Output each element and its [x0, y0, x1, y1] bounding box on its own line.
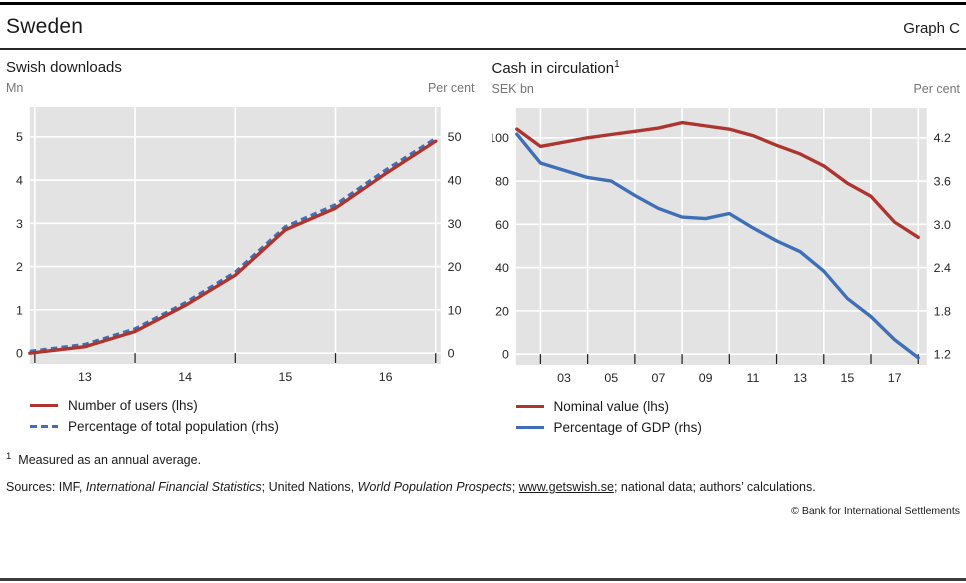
svg-text:15: 15: [279, 370, 293, 384]
legend-line-swatch: [30, 424, 58, 428]
left-axis-unit: SEK bn: [491, 82, 534, 96]
chart-panels: Swish downloads Mn Per cent 0 1 2 3 4 5 0 10 20 3…: [6, 57, 960, 438]
svg-text:100: 100: [492, 131, 509, 145]
svg-text:4: 4: [16, 174, 23, 188]
legend-item-pct-gdp: Percentage of GDP (rhs): [515, 417, 961, 438]
footnote-marker: 1: [614, 59, 620, 70]
svg-text:05: 05: [604, 371, 618, 385]
panel-title-cash: Cash in circulation1: [492, 59, 961, 77]
svg-text:10: 10: [448, 303, 462, 317]
panel-cash-in-circulation: Cash in circulation1 SEK bn Per cent 0 20…: [492, 57, 961, 438]
svg-text:09: 09: [698, 371, 712, 385]
svg-text:40: 40: [448, 174, 462, 188]
svg-text:3.6: 3.6: [933, 175, 950, 189]
legend-item-number-of-users: Number of users (lhs): [30, 395, 475, 416]
left-axis-unit: Mn: [6, 81, 24, 95]
footnote-text: Measured as an annual average.: [18, 453, 202, 468]
getswish-link[interactable]: www.getswish.se: [518, 480, 614, 495]
svg-text:17: 17: [887, 371, 901, 385]
page-title: Sweden: [6, 15, 84, 38]
legend-label: Percentage of GDP (rhs): [553, 419, 702, 435]
panel-title-swish: Swish downloads: [6, 59, 475, 76]
legend-label: Percentage of total population (rhs): [68, 418, 279, 434]
svg-text:40: 40: [495, 261, 509, 275]
svg-text:1: 1: [16, 303, 23, 317]
copyright-notice: © Bank for International Settlements: [791, 505, 960, 518]
sources-segment: ; national data; authors’ calculations.: [613, 480, 816, 495]
footnote-marker: 1: [6, 450, 12, 462]
legend: Number of users (lhs) Percentage of tota…: [30, 395, 475, 437]
svg-text:16: 16: [379, 370, 393, 384]
legend-item-pct-total-population: Percentage of total population (rhs): [30, 416, 475, 437]
svg-text:11: 11: [746, 371, 759, 385]
axis-units-row: Mn Per cent: [6, 81, 475, 95]
sources-segment: International Financial Statistics: [85, 480, 262, 495]
sources-segment: ;: [511, 480, 519, 495]
svg-text:3: 3: [16, 217, 23, 231]
top-border-rule: [0, 2, 966, 5]
sources-segment: World Population Prospects: [357, 480, 512, 495]
header: Sweden Graph C: [6, 15, 960, 39]
axis-units-row: SEK bn Per cent: [492, 82, 961, 96]
svg-text:14: 14: [178, 370, 192, 384]
svg-text:20: 20: [448, 260, 462, 274]
svg-text:30: 30: [448, 217, 462, 231]
right-axis-unit: Per cent: [913, 82, 960, 96]
footnote: 1 Measured as an annual average.: [6, 451, 960, 467]
panel-title-text: Cash in circulation: [491, 60, 615, 77]
svg-text:50: 50: [448, 130, 462, 144]
svg-text:0: 0: [501, 348, 508, 362]
bottom-border-rule: [0, 578, 966, 581]
legend-line-swatch: [30, 403, 58, 407]
sources-segment: Sources: IMF,: [6, 480, 86, 495]
svg-text:2: 2: [16, 260, 23, 274]
legend-line-swatch: [515, 425, 544, 429]
title-divider: [0, 48, 966, 50]
legend-label: Number of users (lhs): [68, 397, 198, 413]
svg-text:80: 80: [495, 175, 509, 189]
svg-text:20: 20: [495, 304, 509, 318]
svg-text:1.2: 1.2: [933, 348, 950, 362]
legend-label: Nominal value (lhs): [553, 398, 670, 414]
svg-text:5: 5: [16, 130, 23, 144]
graph-label: Graph C: [903, 20, 960, 37]
svg-text:2.4: 2.4: [933, 261, 950, 275]
svg-text:0: 0: [448, 347, 455, 361]
svg-text:07: 07: [651, 371, 665, 385]
svg-text:13: 13: [78, 370, 92, 384]
svg-text:3.0: 3.0: [933, 218, 950, 232]
legend: Nominal value (lhs) Percentage of GDP (r…: [515, 396, 961, 438]
svg-text:60: 60: [495, 218, 509, 232]
legend-item-nominal-value: Nominal value (lhs): [515, 396, 961, 417]
svg-text:03: 03: [557, 371, 571, 385]
svg-text:15: 15: [840, 371, 854, 385]
svg-text:13: 13: [793, 371, 807, 385]
sources-segment: ; United Nations,: [261, 480, 358, 495]
svg-text:4.2: 4.2: [933, 131, 950, 145]
right-axis-unit: Per cent: [427, 81, 475, 95]
panel-title-text: Swish downloads: [6, 59, 122, 76]
sources-text: Sources: IMF, International Financial St…: [6, 478, 960, 497]
svg-text:1.8: 1.8: [933, 304, 950, 318]
legend-line-swatch: [515, 404, 544, 408]
panel-swish-downloads: Swish downloads Mn Per cent 0 1 2 3 4 5 0 10 20 3…: [6, 57, 475, 438]
svg-text:0: 0: [16, 347, 23, 361]
cash-in-circulation-chart: 0 20 40 60 80 100 1.2 1.8 2.4 3.0 3.6 4.2 03 05 07 09 11…: [492, 108, 951, 385]
